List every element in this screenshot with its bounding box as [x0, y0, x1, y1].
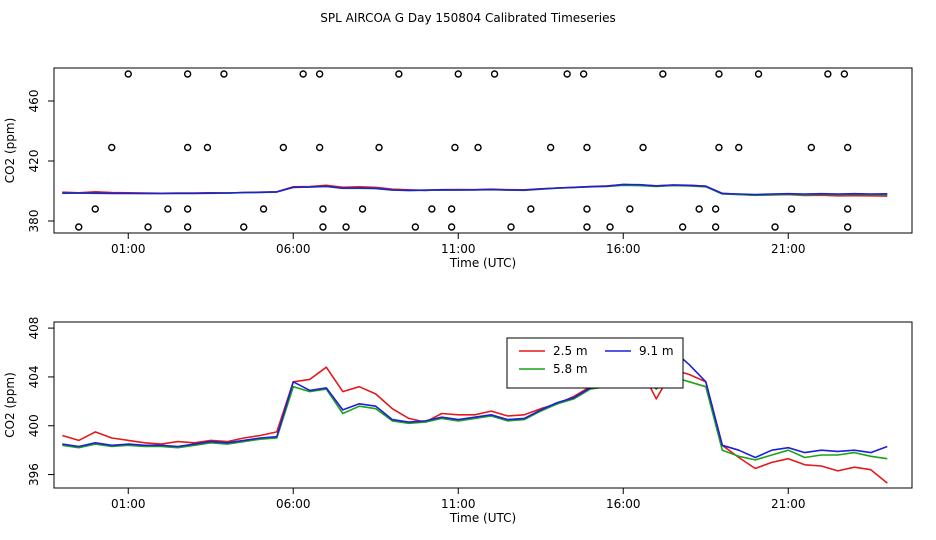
calibration-point — [91, 205, 99, 213]
calibration-point — [711, 205, 720, 213]
legend-box — [506, 337, 684, 389]
x-tick-label: 21:00 — [771, 497, 806, 511]
calibration-point — [527, 205, 535, 213]
calibration-point — [639, 143, 647, 152]
calibration-point — [563, 70, 571, 78]
y-tick-label: 380 — [27, 210, 41, 233]
legend-label: 9.1 m — [639, 344, 674, 358]
calibration-point — [843, 143, 852, 152]
calibration-point — [735, 143, 743, 152]
calibration-point — [358, 205, 367, 213]
bottom-panel: 01:00 06:00 11:00 16:00 21:00 396 400 404 408 Tim… — [3, 317, 913, 525]
x-axis-label: Time (UTC) — [449, 256, 516, 270]
calibration-point — [843, 205, 852, 213]
x-tick-label: 01:00 — [111, 242, 146, 256]
calibration-point — [108, 143, 116, 152]
series-line-0 — [62, 356, 888, 484]
calibration-point — [787, 205, 796, 213]
calibration-point — [411, 223, 420, 231]
calibration-point — [342, 223, 350, 231]
plot-frame — [53, 67, 913, 234]
calibration-point — [454, 70, 462, 78]
calibration-point — [164, 205, 172, 213]
x-tick-label: 06:00 — [276, 497, 311, 511]
calibration-point — [490, 70, 499, 78]
x-tick-label: 01:00 — [111, 497, 146, 511]
legend-label: 5.8 m — [553, 362, 588, 376]
calibration-point — [299, 70, 307, 78]
y-tick-label: 404 — [27, 365, 41, 388]
calibration-point — [474, 143, 482, 152]
y-tick-label: 400 — [27, 414, 41, 437]
x-tick-label: 16:00 — [606, 242, 641, 256]
calibration-point — [695, 205, 703, 213]
calibration-point — [279, 143, 288, 152]
calibration-point — [771, 223, 779, 231]
y-axis-label: CO2 (ppm) — [3, 372, 17, 438]
y-axis-label: CO2 (ppm) — [3, 118, 17, 184]
calibration-point — [843, 223, 852, 231]
calibration-point — [451, 143, 459, 152]
calibration-point — [715, 70, 723, 78]
calibration-point — [711, 223, 720, 231]
calibration-point — [606, 223, 614, 231]
legend-label: 2.5 m — [553, 344, 588, 358]
y-tick-label: 460 — [27, 90, 41, 113]
calibration-point — [124, 70, 132, 78]
calibration-point — [807, 143, 816, 152]
top-panel: 01:00 06:00 11:00 16:00 21:00 380 420 460 Time (… — [3, 67, 913, 270]
calibration-point — [583, 223, 591, 231]
series-line-2 — [62, 349, 888, 459]
calibration-point — [375, 143, 383, 152]
x-tick-label: 11:00 — [441, 497, 476, 511]
calibration-point — [447, 223, 456, 231]
calibration-point — [315, 143, 324, 152]
chart-title: SPL AIRCOA G Day 150804 Calibrated Times… — [320, 11, 615, 25]
calibration-point — [259, 205, 268, 213]
series-line-2 — [62, 183, 888, 196]
x-axis-label: Time (UTC) — [449, 511, 516, 525]
calibration-point — [75, 223, 83, 231]
calibration-point — [315, 70, 324, 78]
calibration-point — [240, 223, 248, 231]
calibration-point — [395, 70, 403, 78]
x-tick-label: 16:00 — [606, 497, 641, 511]
calibration-point — [447, 205, 456, 213]
calibration-point — [507, 223, 515, 231]
y-tick-label: 396 — [27, 463, 41, 486]
calibration-point — [754, 70, 763, 78]
y-tick-label: 420 — [27, 150, 41, 173]
calibration-point — [183, 223, 192, 231]
x-tick-label: 06:00 — [276, 242, 311, 256]
calibration-point — [715, 143, 723, 152]
x-tick-label: 11:00 — [441, 242, 476, 256]
calibration-point — [824, 70, 832, 78]
series-line-1 — [62, 368, 888, 461]
calibration-point — [583, 143, 591, 152]
calibration-point — [678, 223, 687, 231]
x-tick-label: 21:00 — [771, 242, 806, 256]
calibration-point — [659, 70, 667, 78]
calibration-point — [183, 205, 192, 213]
calibration-point — [183, 143, 192, 152]
calibration-point — [203, 143, 212, 152]
calibration-point — [546, 143, 555, 152]
plot-frame — [53, 321, 913, 489]
calibration-point — [579, 70, 588, 78]
calibration-point — [428, 205, 436, 213]
calibration-point — [583, 205, 591, 213]
calibration-point — [144, 223, 152, 231]
calibration-point — [626, 205, 634, 213]
calibration-point — [183, 70, 192, 78]
y-tick-label: 408 — [27, 317, 41, 340]
calibration-point — [840, 70, 849, 78]
calibration-point — [319, 205, 327, 213]
calibration-point — [319, 223, 327, 231]
calibration-point — [220, 70, 228, 78]
